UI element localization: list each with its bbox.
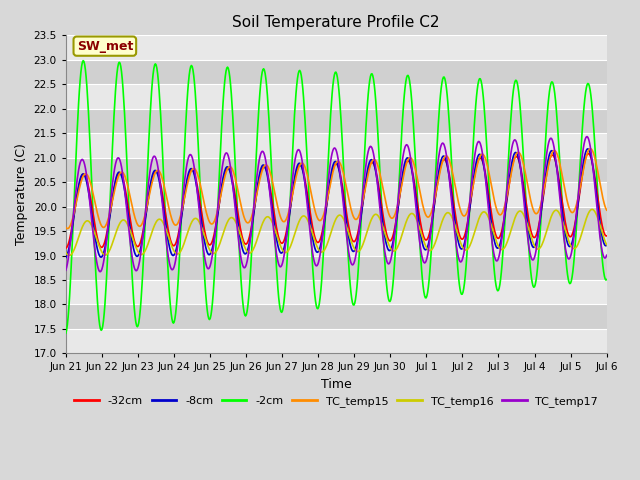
- X-axis label: Time: Time: [321, 378, 351, 391]
- Bar: [66, 182, 607, 206]
- Bar: [66, 280, 607, 304]
- Bar: [66, 60, 607, 84]
- Bar: [66, 255, 607, 280]
- Title: Soil Temperature Profile C2: Soil Temperature Profile C2: [232, 15, 440, 30]
- Bar: [66, 158, 607, 182]
- Bar: [66, 84, 607, 109]
- Bar: [66, 304, 607, 329]
- Bar: [66, 206, 607, 231]
- Bar: [66, 109, 607, 133]
- Text: SW_met: SW_met: [77, 40, 133, 53]
- Bar: [66, 133, 607, 158]
- Bar: [66, 36, 607, 60]
- Legend: -32cm, -8cm, -2cm, TC_temp15, TC_temp16, TC_temp17: -32cm, -8cm, -2cm, TC_temp15, TC_temp16,…: [70, 392, 603, 411]
- Bar: [66, 231, 607, 255]
- Y-axis label: Temperature (C): Temperature (C): [15, 144, 28, 245]
- Bar: [66, 329, 607, 353]
